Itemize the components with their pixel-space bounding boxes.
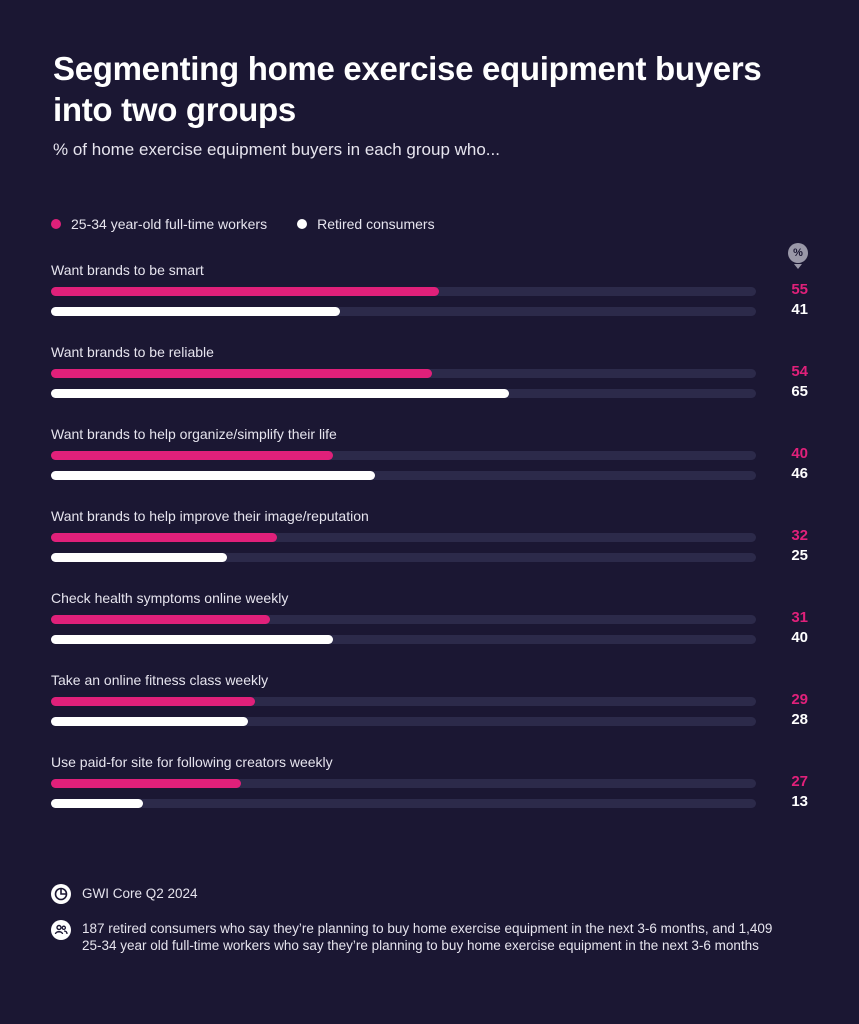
legend-dot-series-b (297, 219, 308, 229)
bar-track (51, 451, 756, 460)
data-label: 46 (791, 465, 808, 482)
data-label: 27 (791, 773, 808, 790)
bar-track (51, 635, 756, 644)
bar-track (51, 369, 756, 378)
source-icon (51, 884, 71, 904)
bar-series-a (51, 451, 333, 460)
people-icon (51, 920, 71, 940)
data-label: 31 (791, 609, 808, 626)
bar-series-a (51, 369, 432, 378)
legend: 25-34 year-old full-time workers Retired… (51, 216, 435, 232)
legend-label-series-a: 25-34 year-old full-time workers (71, 216, 268, 232)
bar-series-a (51, 615, 270, 624)
legend-dot-series-a (51, 219, 61, 229)
data-label: 25 (791, 547, 808, 564)
bar-track (51, 533, 756, 542)
category-label: Check health symptoms online weekly (51, 590, 289, 606)
bar-series-b (51, 799, 143, 808)
percent-badge-pointer-icon (794, 264, 802, 269)
bar-track (51, 553, 756, 562)
bar-series-b (51, 389, 510, 398)
data-label: 29 (791, 691, 808, 708)
data-label: 40 (791, 629, 808, 646)
bar-series-b (51, 471, 376, 480)
bar-track (51, 717, 756, 726)
data-label: 32 (791, 527, 808, 544)
bar-series-b (51, 553, 228, 562)
category-label: Want brands to be smart (51, 262, 204, 278)
category-label: Want brands to be reliable (51, 344, 214, 360)
data-label: 55 (791, 281, 808, 298)
category-label: Use paid-for site for following creators… (51, 754, 333, 770)
bar-track (51, 389, 756, 398)
bar-series-b (51, 635, 333, 644)
data-label: 28 (791, 711, 808, 728)
data-label: 13 (791, 793, 808, 810)
legend-item-series-a: 25-34 year-old full-time workers (51, 216, 267, 232)
bar-track (51, 307, 756, 316)
bar-series-a (51, 533, 277, 542)
category-label: Want brands to help improve their image/… (51, 508, 369, 524)
bar-track (51, 697, 756, 706)
chart-subtitle: % of home exercise equipment buyers in e… (53, 140, 500, 159)
bar-track (51, 615, 756, 624)
bar-track (51, 799, 756, 808)
bar-series-b (51, 307, 341, 316)
category-label: Take an online fitness class weekly (51, 672, 269, 688)
data-label: 41 (791, 301, 808, 318)
bar-track (51, 287, 756, 296)
data-label: 40 (791, 445, 808, 462)
category-label: Want brands to help organize/simplify th… (51, 426, 337, 442)
legend-label-series-b: Retired consumers (317, 216, 435, 232)
bar-series-b (51, 717, 249, 726)
bar-series-a (51, 697, 256, 706)
percent-unit-badge: % (788, 243, 808, 263)
bar-series-a (51, 779, 242, 788)
chart-title: Segmenting home exercise equipment buyer… (53, 50, 762, 128)
data-label: 65 (791, 383, 808, 400)
base-text: 187 retired consumers who say they’re pl… (82, 921, 773, 953)
legend-item-series-b: Retired consumers (297, 216, 435, 232)
base-row: 187 retired consumers who say they’re pl… (51, 920, 791, 954)
bar-track (51, 779, 756, 788)
source-text: GWI Core Q2 2024 (82, 886, 198, 901)
data-label: 54 (791, 363, 808, 380)
source-row: GWI Core Q2 2024 (51, 884, 198, 904)
bar-series-a (51, 287, 439, 296)
bar-track (51, 471, 756, 480)
